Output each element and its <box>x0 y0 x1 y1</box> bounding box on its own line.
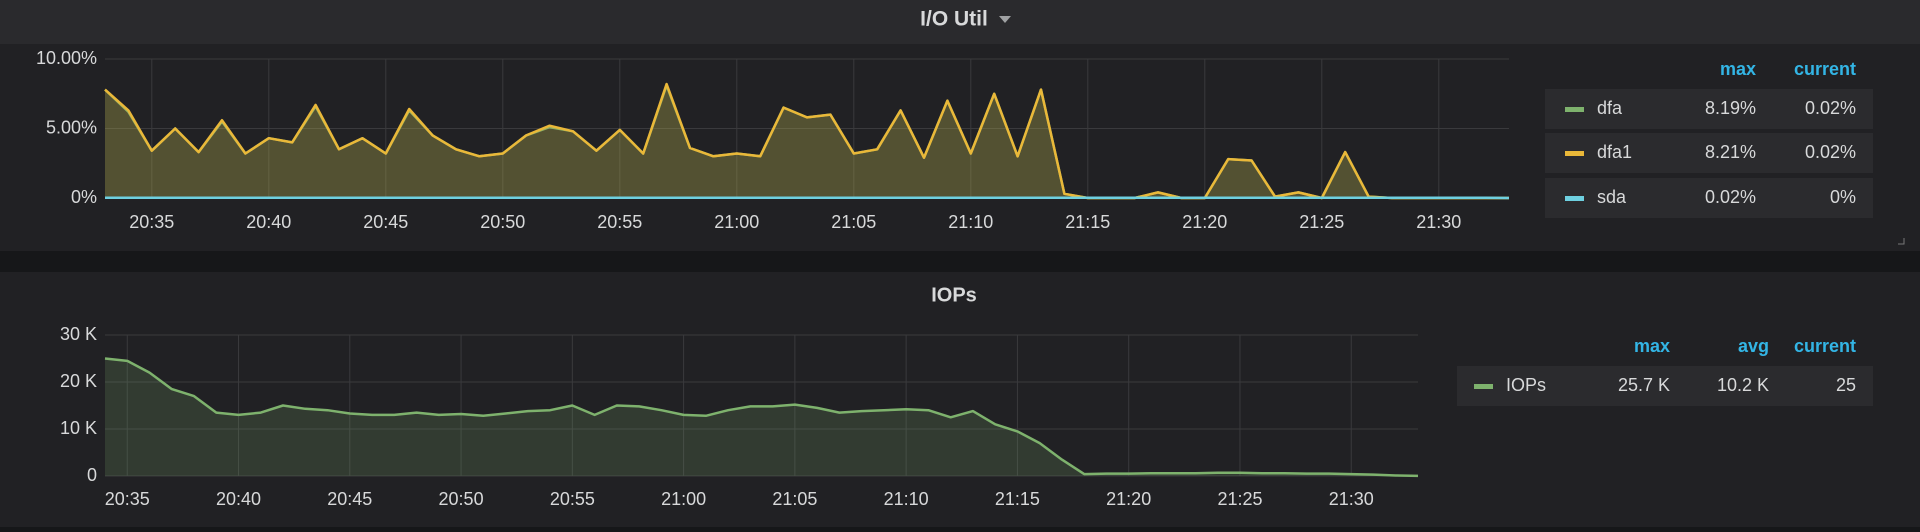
legend-header: current <box>1794 59 1856 79</box>
y-tick-label: 30 K <box>60 324 97 344</box>
x-tick-label: 20:35 <box>129 212 174 232</box>
x-tick-label: 20:35 <box>105 489 150 509</box>
x-tick-label: 20:55 <box>597 212 642 232</box>
legend-name: IOPs <box>1506 375 1546 395</box>
x-tick-label: 21:05 <box>831 212 876 232</box>
legend-value: 25 <box>1836 375 1856 395</box>
legend-value: 0.02% <box>1805 98 1856 118</box>
x-tick-label: 20:55 <box>550 489 595 509</box>
legend-swatch <box>1474 384 1493 389</box>
legend-name: dfa1 <box>1597 142 1632 162</box>
legend-value: 10.2 K <box>1717 375 1769 395</box>
x-tick-label: 21:00 <box>661 489 706 509</box>
y-tick-label: 0 <box>87 465 97 485</box>
legend-value: 0.02% <box>1705 187 1756 207</box>
y-tick-label: 10 K <box>60 418 97 438</box>
legend-header: current <box>1794 336 1856 356</box>
x-tick-label: 20:50 <box>480 212 525 232</box>
x-tick-label: 21:30 <box>1416 212 1461 232</box>
x-tick-label: 20:50 <box>439 489 484 509</box>
x-tick-label: 21:20 <box>1106 489 1151 509</box>
legend-header: max <box>1634 336 1670 356</box>
legend-swatch <box>1565 107 1584 112</box>
legend-swatch <box>1565 196 1584 201</box>
x-tick-label: 20:45 <box>363 212 408 232</box>
x-tick-label: 20:40 <box>216 489 261 509</box>
legend-header: avg <box>1738 336 1769 356</box>
y-tick-label: 0% <box>71 187 97 207</box>
y-tick-label: 10.00% <box>36 48 97 68</box>
legend-name: dfa <box>1597 98 1623 118</box>
x-tick-label: 21:25 <box>1217 489 1262 509</box>
legend-name: sda <box>1597 187 1627 207</box>
x-tick-label: 20:45 <box>327 489 372 509</box>
x-tick-label: 21:05 <box>772 489 817 509</box>
x-tick-label: 20:40 <box>246 212 291 232</box>
x-tick-label: 21:15 <box>1065 212 1110 232</box>
x-tick-label: 21:20 <box>1182 212 1227 232</box>
x-tick-label: 21:15 <box>995 489 1040 509</box>
panel-title[interactable]: I/O Util <box>920 8 988 31</box>
legend-swatch <box>1565 151 1584 156</box>
panel-title: IOPs <box>931 284 977 306</box>
legend-value: 25.7 K <box>1618 375 1670 395</box>
y-tick-label: 5.00% <box>46 117 97 137</box>
legend-value: 0% <box>1830 187 1856 207</box>
x-tick-label: 21:25 <box>1299 212 1344 232</box>
y-tick-label: 20 K <box>60 371 97 391</box>
legend-header: max <box>1720 59 1756 79</box>
x-tick-label: 21:10 <box>884 489 929 509</box>
legend-value: 0.02% <box>1805 142 1856 162</box>
legend-value: 8.21% <box>1705 142 1756 162</box>
legend-value: 8.19% <box>1705 98 1756 118</box>
x-tick-label: 21:00 <box>714 212 759 232</box>
x-tick-label: 21:30 <box>1329 489 1374 509</box>
x-tick-label: 21:10 <box>948 212 993 232</box>
